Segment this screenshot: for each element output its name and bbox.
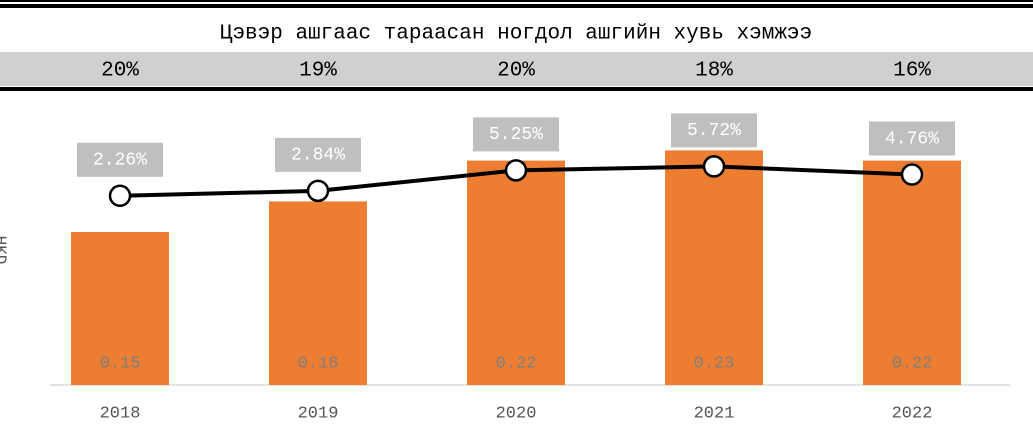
bar	[269, 201, 367, 385]
x-tick-label: 2019	[298, 404, 339, 423]
x-tick-label: 2018	[100, 404, 141, 423]
header-value: 18%	[695, 60, 733, 83]
header-rule	[0, 87, 1033, 91]
header-value: 20%	[101, 60, 139, 83]
bar	[467, 160, 565, 385]
line-label: 2.26%	[93, 151, 147, 171]
label-box	[77, 142, 163, 177]
y-axis-label: HKD	[0, 236, 9, 265]
line-marker	[108, 184, 132, 208]
top-rule	[0, 0, 1033, 2]
chart-title: Цэвэр ашгаас тараасан ногдол ашгийн хувь…	[220, 23, 812, 46]
line-marker	[504, 159, 528, 182]
header-value: 20%	[497, 60, 535, 83]
x-tick-label: 2022	[892, 404, 933, 423]
header-band	[0, 52, 1033, 86]
bar-label: 0.15	[100, 354, 141, 373]
line-label: 5.25%	[489, 125, 543, 145]
label-box	[473, 117, 559, 152]
bar	[71, 232, 169, 385]
x-tick-label: 2021	[694, 404, 735, 423]
label-box	[275, 137, 361, 172]
x-tick-label: 2020	[496, 404, 537, 423]
label-box	[869, 121, 955, 156]
bar-label: 0.22	[892, 354, 933, 373]
line-marker	[306, 179, 330, 203]
label-box	[671, 113, 757, 148]
header-value: 19%	[299, 60, 337, 83]
line-label: 4.76%	[885, 129, 939, 149]
header-value: 16%	[893, 60, 931, 83]
top-rule	[0, 4, 1033, 8]
bar-label: 0.23	[694, 354, 735, 373]
line-marker	[900, 163, 924, 186]
line-marker	[702, 155, 726, 178]
bar	[863, 160, 961, 385]
bar-label: 0.18	[298, 354, 339, 373]
line-label: 2.84%	[291, 146, 345, 166]
line-label: 5.72%	[687, 121, 741, 141]
bar-label: 0.22	[496, 354, 537, 373]
bar	[665, 150, 763, 385]
